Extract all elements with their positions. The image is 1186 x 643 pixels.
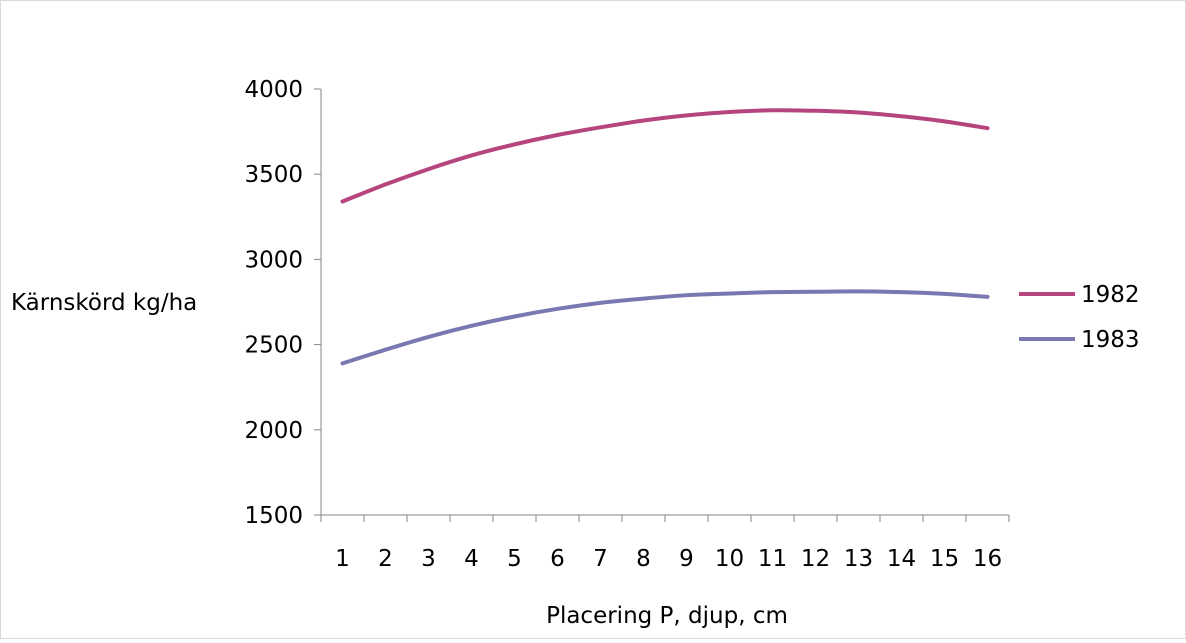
x-tick-label: 8 xyxy=(636,546,651,572)
x-tick-label: 6 xyxy=(550,546,565,572)
axes xyxy=(320,89,1009,516)
x-tick-label: 11 xyxy=(758,546,787,572)
series-line-1983 xyxy=(340,289,990,366)
x-tick-label: 13 xyxy=(844,546,873,572)
legend: 1982 1983 xyxy=(1019,282,1140,353)
x-tick-label: 9 xyxy=(679,546,694,572)
x-tick-label: 5 xyxy=(507,546,522,572)
x-axis-ticks: 1 2 3 4 5 6 7 8 9 10 11 12 13 14 15 16 xyxy=(320,515,1010,572)
x-tick-label: 3 xyxy=(421,546,436,572)
x-tick-label: 7 xyxy=(593,546,608,572)
y-tick-label: 4000 xyxy=(244,77,303,103)
y-tick-label: 2500 xyxy=(244,333,303,359)
y-axis-title: Kärnskörd kg/ha xyxy=(11,290,197,316)
y-axis-ticks: 1500 2000 2500 3000 3500 4000 xyxy=(244,77,321,529)
x-tick-label: 15 xyxy=(930,546,959,572)
y-tick-label: 2000 xyxy=(244,418,303,444)
y-tick-label: 1500 xyxy=(244,503,303,529)
x-tick-label: 16 xyxy=(973,546,1002,572)
y-tick-label: 3000 xyxy=(244,247,303,273)
series-lines xyxy=(340,108,990,366)
legend-label-1983: 1983 xyxy=(1081,327,1140,353)
y-tick-label: 3500 xyxy=(244,162,303,188)
legend-label-1982: 1982 xyxy=(1081,282,1140,308)
x-axis-title: Placering P, djup, cm xyxy=(546,603,788,629)
x-tick-label: 10 xyxy=(715,546,744,572)
series-line-1982 xyxy=(340,108,990,204)
x-tick-label: 12 xyxy=(801,546,830,572)
x-tick-label: 4 xyxy=(464,546,479,572)
x-tick-label: 2 xyxy=(378,546,393,572)
x-tick-label: 14 xyxy=(887,546,916,572)
x-tick-label: 1 xyxy=(335,546,350,572)
